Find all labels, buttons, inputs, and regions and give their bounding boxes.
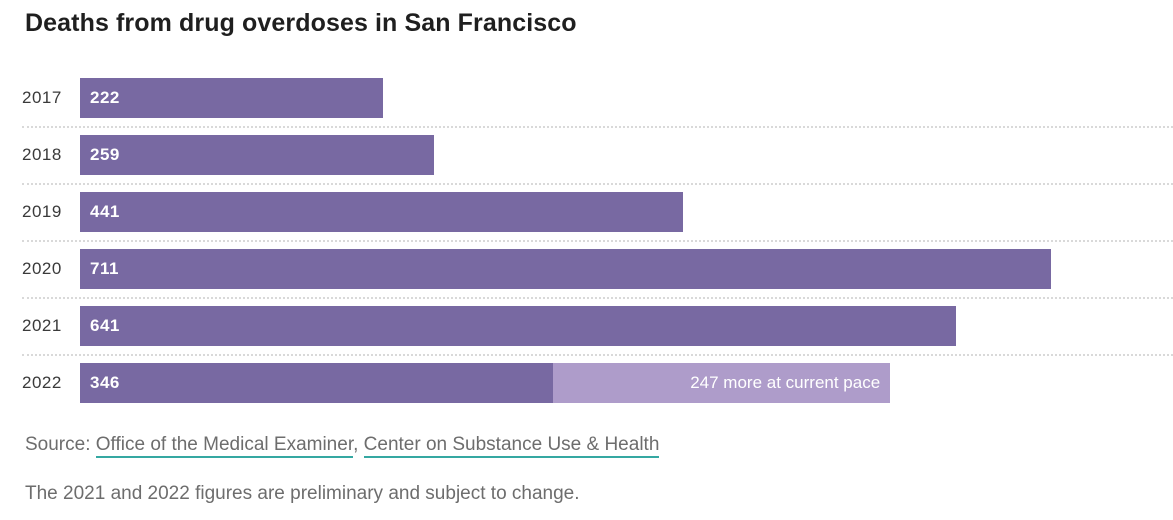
footnote: The 2021 and 2022 figures are preliminar… [25,483,580,504]
bar-track-2018: 259 [80,135,1173,175]
chart-row-2021: 2021 641 [22,306,1173,363]
bar-value-2019: 441 [90,202,120,221]
source-link-medical-examiner[interactable]: Office of the Medical Examiner [95,434,354,458]
source-link-substance-use-health[interactable]: Center on Substance Use & Health [363,434,660,458]
bar-2021: 641 [80,306,956,346]
bar-track-2022: 346 247 more at current pace [80,363,1173,403]
chart-row-2022: 2022 346 247 more at current pace [22,363,1173,403]
bar-2022-projection: 247 more at current pace [552,363,891,403]
bar-2017: 222 [80,78,384,118]
bar-value-2018: 259 [90,145,120,164]
chart-row-2017: 2017 222 [22,78,1173,135]
year-label-2019: 2019 [22,202,62,221]
bar-track-2021: 641 [80,306,1173,346]
bar-track-2019: 441 [80,192,1173,232]
year-label-2020: 2020 [22,259,62,278]
page: Deaths from drug overdoses in San Franci… [0,9,1173,520]
bar-2019: 441 [80,192,683,232]
bar-2022: 346 [80,363,553,403]
source-prefix: Source: [25,434,96,455]
bar-2018: 259 [80,135,434,175]
bar-track-2020: 711 [80,249,1173,289]
year-label-2017: 2017 [22,88,62,107]
chart-row-2019: 2019 441 [22,192,1173,249]
projection-label: 247 more at current pace [690,373,881,392]
bar-value-2020: 711 [90,259,119,278]
bar-value-2021: 641 [90,316,120,335]
chart-row-2018: 2018 259 [22,135,1173,192]
source-separator: , [353,434,364,455]
year-label-2022: 2022 [22,373,62,392]
bar-value-2017: 222 [90,88,120,107]
bar-track-2017: 222 [80,78,1173,118]
bar-chart: 2017 222 2018 259 2019 441 [22,78,1173,403]
bar-2020: 711 [80,249,1052,289]
year-label-2018: 2018 [22,145,62,164]
year-label-2021: 2021 [22,316,62,335]
chart-row-2020: 2020 711 [22,249,1173,306]
page-title: Deaths from drug overdoses in San Franci… [25,9,577,37]
source-line: Source: Office of the Medical Examiner, … [25,434,1173,458]
bar-value-2022: 346 [90,373,120,392]
